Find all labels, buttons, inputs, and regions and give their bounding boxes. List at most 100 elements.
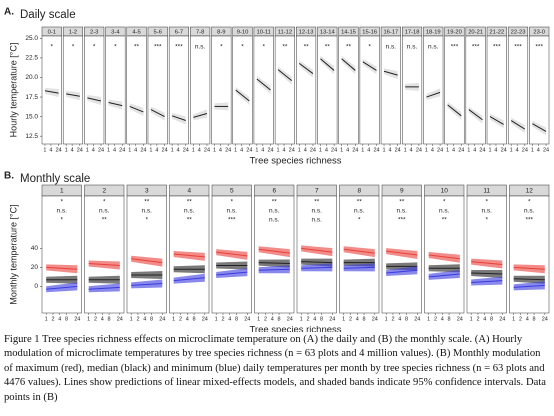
facet-panel — [253, 35, 274, 145]
x-tick-label: 1 — [404, 147, 407, 153]
strip-label: 6 — [272, 188, 276, 195]
trend-line — [277, 69, 293, 81]
x-tick-label: 1 — [171, 147, 174, 153]
x-tick-label: 24 — [395, 147, 401, 153]
strip-label: 14-15 — [341, 30, 356, 36]
significance-label: n.s. — [354, 208, 365, 215]
strip-label: 7 — [315, 188, 319, 195]
x-tick-label: 4 — [219, 147, 222, 153]
trend-line — [343, 266, 375, 269]
strip-label: 5 — [230, 188, 234, 195]
strip-label: 17-18 — [405, 30, 420, 36]
facet-panel — [190, 35, 211, 145]
x-tick-label: 24 — [117, 316, 123, 322]
y-axis-title: Hourly temperature [°C] — [8, 43, 18, 138]
x-tick-label: 1 — [149, 147, 152, 153]
strip-label: 1-2 — [69, 30, 77, 36]
facet-panel — [444, 35, 465, 145]
significance-label: n.s. — [312, 208, 323, 215]
significance-label: n.s. — [397, 208, 408, 215]
significance-label: * — [103, 199, 106, 206]
x-tick-label: 1 — [107, 147, 110, 153]
x-tick-label: 4 — [483, 316, 486, 322]
significance-label: ** — [187, 199, 193, 206]
x-tick-label: 1 — [277, 147, 280, 153]
x-tick-label: 1 — [43, 147, 46, 153]
strip-label: 16-17 — [383, 30, 398, 36]
facet-panel — [380, 35, 401, 145]
x-tick-label: 24 — [56, 147, 62, 153]
trend-line — [301, 266, 333, 269]
x-tick-label: 4 — [356, 316, 359, 322]
x-tick-label: 4 — [473, 147, 476, 153]
significance-label: * — [72, 44, 75, 51]
x-tick-label: 8 — [150, 316, 153, 322]
significance-label: *** — [398, 217, 406, 224]
trend-line — [46, 285, 78, 290]
y-tick-label: 15.0 — [25, 113, 38, 120]
trend-line — [150, 109, 165, 118]
trend-line — [216, 271, 248, 276]
significance-label: *** — [472, 44, 480, 51]
facet-panel — [509, 195, 550, 314]
trend-line — [428, 273, 460, 278]
y-tick-label: 20 — [31, 264, 39, 271]
strip-label: 20-21 — [468, 30, 483, 36]
significance-label: n.s. — [482, 208, 493, 215]
x-tick-label: 2 — [51, 316, 54, 322]
x-tick-label: 24 — [287, 316, 293, 322]
x-tick-label: 8 — [363, 316, 366, 322]
x-tick-label: 1 — [427, 316, 430, 322]
trend-line — [513, 266, 545, 270]
facet-panel — [423, 35, 444, 145]
strip-label: 9 — [400, 188, 404, 195]
trend-line — [471, 280, 503, 284]
strip-label: 10 — [441, 188, 449, 195]
facet-panel — [296, 35, 317, 145]
facet-panel — [232, 35, 253, 145]
facet-panel — [274, 35, 295, 145]
x-tick-label: 4 — [283, 147, 286, 153]
x-tick-label: 1 — [510, 147, 513, 153]
trend-line — [320, 58, 335, 71]
x-tick-label: 2 — [306, 316, 309, 322]
trend-line — [471, 272, 503, 275]
significance-label: ** — [346, 44, 352, 51]
significance-label: *** — [175, 44, 183, 51]
x-tick-label: 24 — [543, 147, 549, 153]
strip-label: 2 — [102, 188, 106, 195]
x-tick-label: 2 — [476, 316, 479, 322]
trend-line — [489, 116, 504, 125]
strip-label: 8-9 — [217, 30, 225, 36]
x-tick-label: 8 — [108, 316, 111, 322]
significance-label: * — [358, 217, 361, 224]
facet-panel — [465, 35, 486, 145]
significance-label: *** — [451, 44, 459, 51]
x-tick-label: 1 — [192, 147, 195, 153]
significance-label: ** — [314, 199, 320, 206]
facet-panel — [359, 35, 380, 145]
trend-line — [343, 248, 375, 254]
y-tick-label: 17.5 — [25, 94, 38, 101]
x-tick-label: 1 — [215, 316, 218, 322]
x-tick-label: 1 — [512, 316, 515, 322]
trend-line — [301, 247, 333, 253]
facet-panel — [147, 35, 168, 145]
y-axis-title: Monthly temperature [°C] — [8, 204, 18, 304]
trend-line — [513, 284, 545, 288]
significance-label: * — [262, 44, 265, 51]
trend-line — [383, 70, 398, 76]
x-tick-label: 24 — [140, 147, 146, 153]
x-tick-label: 24 — [501, 147, 507, 153]
trend-line — [471, 261, 503, 265]
panel-title: Monthly scale — [20, 173, 90, 185]
strip-label: 18-19 — [426, 30, 441, 36]
x-tick-label: 4 — [143, 316, 146, 322]
trend-line — [258, 268, 290, 271]
significance-label: * — [485, 199, 488, 206]
y-tick-label: 25.0 — [25, 35, 38, 42]
trend-line — [362, 61, 377, 71]
strip-label: 4-5 — [132, 30, 140, 36]
x-tick-label: 4 — [441, 316, 444, 322]
